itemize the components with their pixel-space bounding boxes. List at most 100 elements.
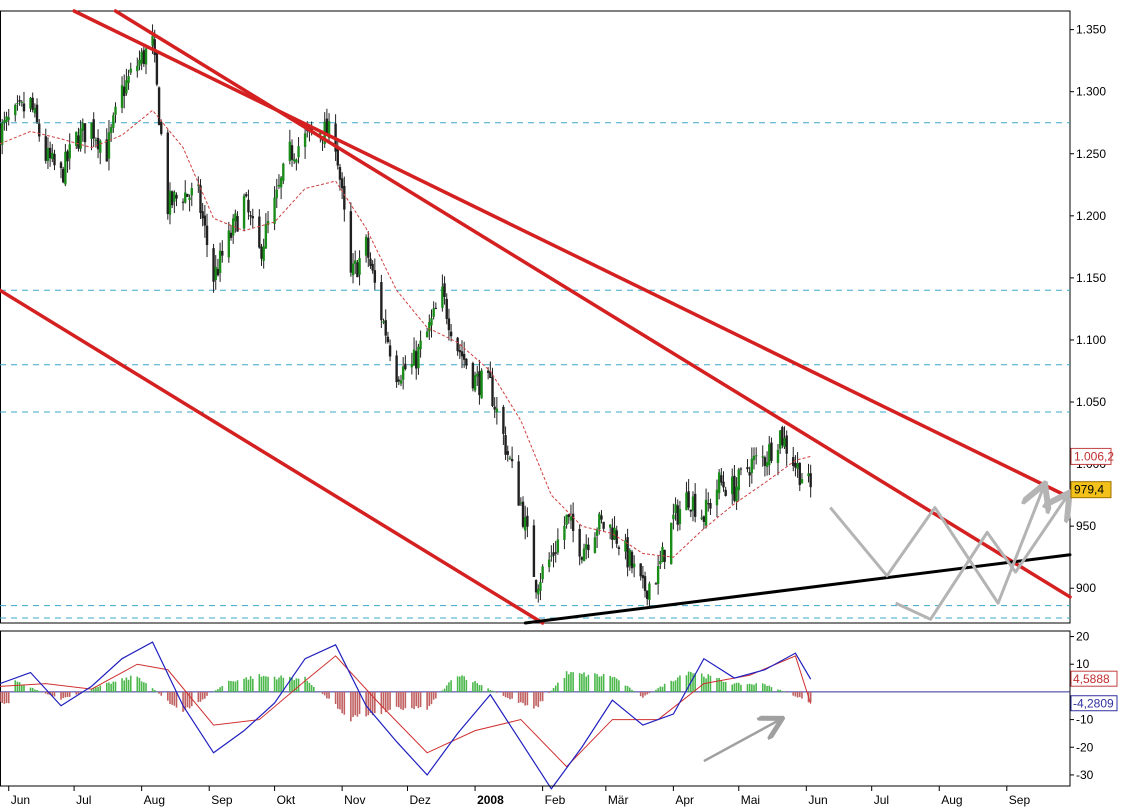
candle-body <box>702 516 706 522</box>
macd-histogram-bar <box>84 691 86 693</box>
macd-histogram-bar <box>435 691 437 699</box>
macd-histogram-bar <box>411 691 413 709</box>
macd-histogram-bar <box>0 691 1 702</box>
candle-body <box>430 318 433 326</box>
macd-histogram-bar <box>212 691 215 693</box>
macd-histogram-bar <box>496 691 498 693</box>
macd-histogram-bar <box>777 689 779 692</box>
candle-body <box>401 366 405 380</box>
macd-histogram-bar <box>755 683 757 692</box>
macd-histogram-bar <box>160 691 163 696</box>
macd-histogram-bar <box>461 675 463 692</box>
candle-body <box>44 136 47 161</box>
candle-body <box>593 537 597 553</box>
macd-histogram-bar <box>657 688 659 692</box>
candle-body <box>247 199 250 213</box>
macd-histogram-bar <box>151 688 154 692</box>
macd-histogram-bar <box>108 682 110 692</box>
macd-histogram-bar <box>476 683 479 692</box>
macd-histogram-bar <box>718 677 720 692</box>
candle-body <box>46 147 50 162</box>
macd-histogram-bar <box>450 680 452 692</box>
macd-histogram-bar <box>646 691 649 695</box>
x-tick-label: Dez <box>410 793 431 807</box>
macd-histogram-bar <box>676 677 679 692</box>
candle-body <box>297 146 300 158</box>
macd-histogram-bar <box>533 691 535 709</box>
candle-body <box>434 307 438 309</box>
candle-body <box>127 76 130 83</box>
candle-body <box>746 467 749 470</box>
candle-body <box>615 530 618 544</box>
candle-body <box>565 514 568 525</box>
macd-histogram-bar <box>430 691 433 705</box>
candle-body <box>550 555 553 557</box>
macd-histogram-bar <box>522 691 524 704</box>
candle-body <box>3 120 6 123</box>
candle-body <box>654 583 658 585</box>
candle-body <box>770 442 773 461</box>
macd-histogram-bar <box>615 678 618 692</box>
macd-histogram-bar <box>428 691 431 707</box>
macd-histogram-bar <box>541 691 544 702</box>
candle-body <box>273 197 276 224</box>
candle-body <box>659 561 662 565</box>
macd-histogram-bar <box>611 677 614 692</box>
macd-histogram-bar <box>633 691 635 692</box>
candle-body <box>689 509 693 512</box>
candle-body <box>0 123 4 145</box>
macd-histogram-bar <box>596 674 598 692</box>
candle-body <box>303 133 307 147</box>
macd-histogram-bar <box>779 689 781 692</box>
candle-body <box>38 123 41 137</box>
macd-histogram-bar <box>280 675 282 692</box>
candle-body <box>526 515 529 527</box>
candle-body <box>735 486 738 502</box>
macd-histogram-bar <box>245 677 248 692</box>
candle-body <box>22 103 26 112</box>
candle-body <box>480 370 483 399</box>
macd-histogram-bar <box>14 680 17 692</box>
macd-histogram-bar <box>343 691 346 715</box>
macd-histogram-bar <box>29 687 32 692</box>
macd-histogram-bar <box>341 691 343 714</box>
candle-body <box>676 505 679 525</box>
macd-histogram-bar <box>609 675 611 692</box>
candle-body <box>510 458 514 462</box>
candle-body <box>687 491 690 508</box>
candle-body <box>473 375 477 391</box>
candle-body <box>785 435 788 454</box>
candle-body <box>5 116 8 123</box>
macd-histogram-bar <box>511 691 513 699</box>
macd-histogram-bar <box>339 691 341 710</box>
candle-body <box>7 117 10 120</box>
candle-body <box>541 566 544 580</box>
projection-path-1 <box>829 486 1044 605</box>
macd-histogram-bar <box>278 677 280 692</box>
candle-body <box>800 479 804 484</box>
x-tick-label: Mai <box>741 793 760 807</box>
candle-body <box>112 115 115 128</box>
macd-histogram-bar <box>770 687 773 692</box>
macd-histogram-bar <box>217 689 219 692</box>
price-tag-box <box>1070 447 1112 465</box>
macd-histogram-bar <box>517 691 520 703</box>
candle-body <box>380 282 383 321</box>
macd-histogram-bar <box>557 682 559 692</box>
candle-body <box>173 192 176 202</box>
candle-body <box>489 371 492 378</box>
candle-body <box>613 527 616 540</box>
candle-body <box>417 346 420 369</box>
macd-histogram-bar <box>700 673 703 692</box>
candle-body <box>523 517 527 531</box>
macd-histogram-bar <box>631 689 633 692</box>
price-tick-label: 1.100 <box>1076 333 1106 347</box>
macd-histogram-bar <box>489 689 492 692</box>
candle-body <box>617 547 621 550</box>
macd-histogram-bar <box>323 691 326 696</box>
candle-body <box>66 151 69 162</box>
macd-histogram-bar <box>295 678 298 692</box>
candle-body <box>502 406 505 434</box>
x-tick-label: Aug <box>144 793 165 807</box>
